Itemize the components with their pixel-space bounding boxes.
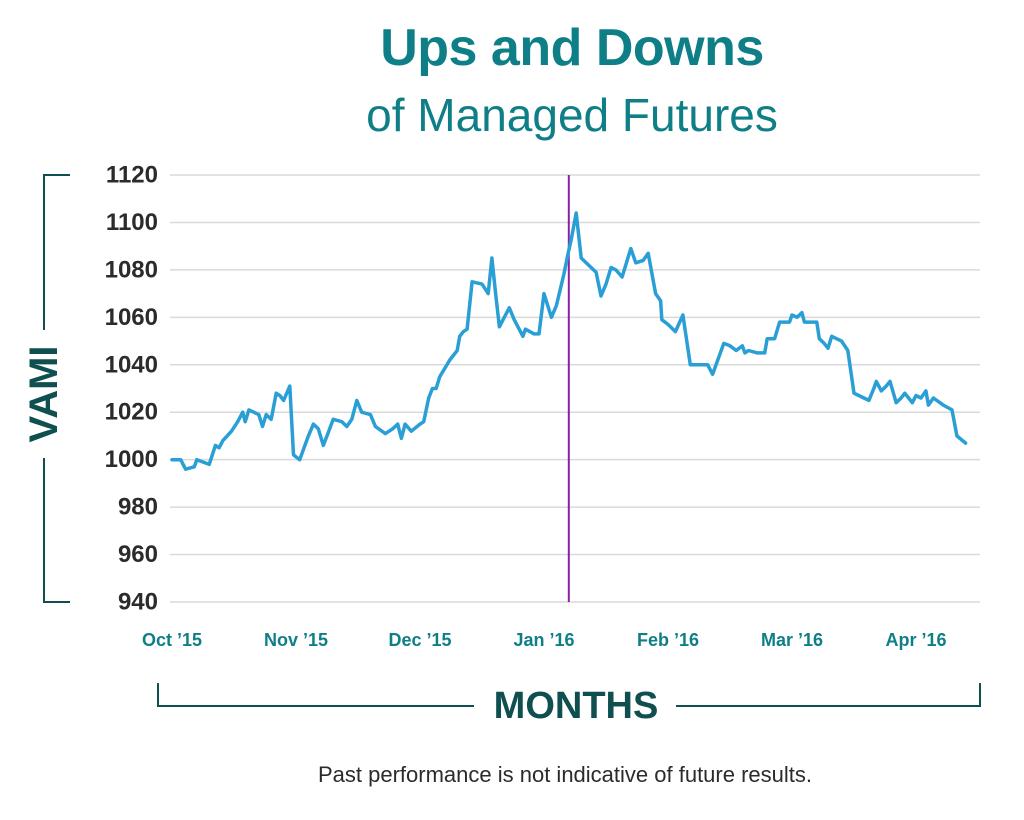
footnote: Past performance is not indicative of fu… <box>317 762 812 787</box>
y-axis-label-backdrop <box>22 330 66 458</box>
x-tick-label: Apr ’16 <box>885 630 946 650</box>
y-tick-label: 1100 <box>106 209 158 236</box>
y-tick-label: 980 <box>118 494 158 521</box>
y-tick-label: 1040 <box>105 351 158 378</box>
y-tick-label: 1080 <box>105 256 158 283</box>
y-tick-label: 1020 <box>105 399 158 426</box>
y-tick-labels: 940 960 980 1000 1020 1040 1060 1080 1100 1120 <box>105 162 158 616</box>
x-tick-label: Nov ’15 <box>264 630 328 650</box>
series-line <box>170 211 968 471</box>
x-tick-labels: Oct ’15 Nov ’15 Dec ’15 Jan ’16 Feb ’16 Mar ’… <box>142 630 947 650</box>
x-axis-bracket-left <box>157 683 474 707</box>
chart-title: Ups and Downs <box>380 19 764 77</box>
x-axis-bracket-right <box>676 683 981 707</box>
y-tick-label: 1120 <box>106 162 158 189</box>
x-tick-label: Jan ’16 <box>513 630 574 650</box>
y-tick-label: 1000 <box>105 446 158 473</box>
x-tick-label: Oct ’15 <box>142 630 202 650</box>
chart-subtitle: of Managed Futures <box>366 89 778 141</box>
y-tick-label: 960 <box>118 541 158 568</box>
y-tick-label: 940 <box>118 589 158 616</box>
x-tick-label: Dec ’15 <box>388 630 451 650</box>
x-tick-label: Mar ’16 <box>761 630 823 650</box>
y-tick-label: 1060 <box>105 304 158 331</box>
y-axis-label: VAMI <box>22 345 66 442</box>
gridlines <box>170 174 980 603</box>
x-tick-label: Feb ’16 <box>637 630 699 650</box>
x-axis-label: MONTHS <box>494 685 659 727</box>
